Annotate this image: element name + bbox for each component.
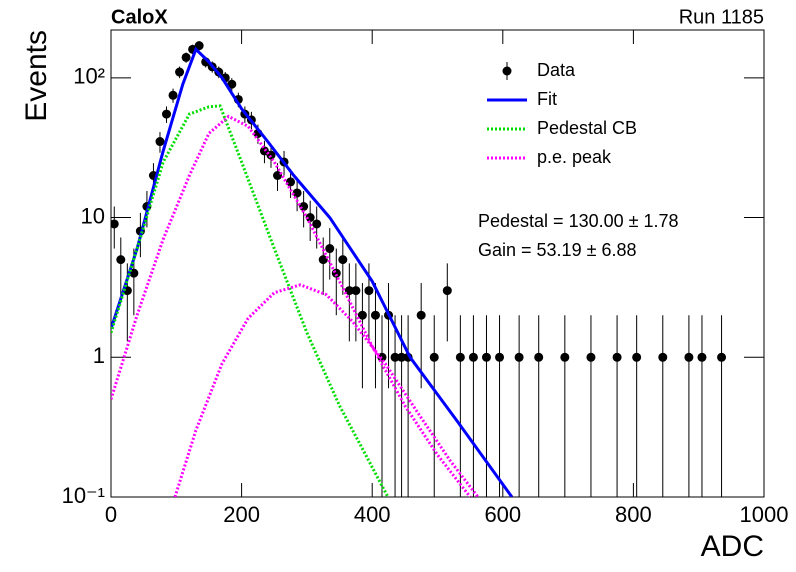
data-point: [612, 352, 622, 362]
data-point: [116, 255, 126, 265]
data-point: [168, 90, 178, 100]
data-point: [468, 352, 478, 362]
fit-curve: [111, 46, 514, 497]
chart-title: CaloX: [111, 6, 168, 28]
data-point: [534, 352, 544, 362]
data-point: [658, 352, 668, 362]
data-point: [305, 213, 315, 223]
legend-label: Pedestal CB: [537, 118, 637, 138]
data-point: [370, 310, 380, 320]
x-tick-label: 800: [615, 502, 652, 527]
data-point: [397, 352, 407, 362]
data-point: [455, 352, 465, 362]
y-tick-label: 10: [81, 203, 105, 228]
data-point: [292, 188, 302, 198]
data-point: [318, 255, 328, 265]
data-point: [442, 286, 452, 296]
legend-label: Fit: [537, 89, 557, 109]
legend-marker: [502, 66, 512, 76]
data-point: [586, 352, 596, 362]
y-tick-label: 10⁻¹: [62, 483, 105, 508]
x-tick-label: 600: [484, 502, 521, 527]
x-tick-label: 1000: [740, 502, 789, 527]
data-point: [194, 41, 204, 51]
data-point: [162, 109, 172, 119]
data-point: [429, 352, 439, 362]
fit-curve: [111, 104, 390, 497]
data-point: [495, 352, 505, 362]
x-tick-label: 200: [223, 502, 260, 527]
data-point: [481, 352, 491, 362]
chart-subtitle: Run 1185: [679, 6, 764, 28]
data-point: [338, 255, 348, 265]
data-point: [299, 201, 309, 211]
data-point: [416, 310, 426, 320]
x-tick-label: 400: [354, 502, 391, 527]
data-point: [514, 352, 524, 362]
data-point: [364, 286, 374, 296]
data-point: [312, 219, 322, 229]
data-point: [390, 352, 400, 362]
legend-label: p.e. peak: [537, 147, 612, 167]
data-point: [684, 352, 694, 362]
y-axis-label: Events: [20, 30, 53, 122]
data-point: [632, 352, 642, 362]
data-point: [325, 244, 335, 254]
data-point: [175, 67, 185, 77]
annotation: Gain = 53.19 ± 6.88: [478, 240, 637, 260]
x-tick-label: 0: [105, 502, 117, 527]
data-point: [181, 52, 191, 62]
plot-area: [111, 41, 727, 497]
data-point: [357, 310, 367, 320]
y-tick-label: 1: [93, 343, 105, 368]
data-point: [717, 352, 727, 362]
fit-curve: [111, 114, 480, 497]
x-axis-label: ADC: [701, 530, 764, 563]
plot-frame: [110, 29, 765, 498]
annotation: Pedestal = 130.00 ± 1.78: [478, 211, 679, 231]
legend-label: Data: [537, 60, 576, 80]
data-point: [286, 177, 296, 187]
data-point: [155, 137, 165, 147]
data-point: [351, 286, 361, 296]
data-point: [560, 352, 570, 362]
data-point: [111, 219, 119, 229]
y-tick-label: 10²: [73, 64, 105, 89]
data-point: [227, 79, 237, 89]
data-point: [344, 286, 354, 296]
data-point: [697, 352, 707, 362]
